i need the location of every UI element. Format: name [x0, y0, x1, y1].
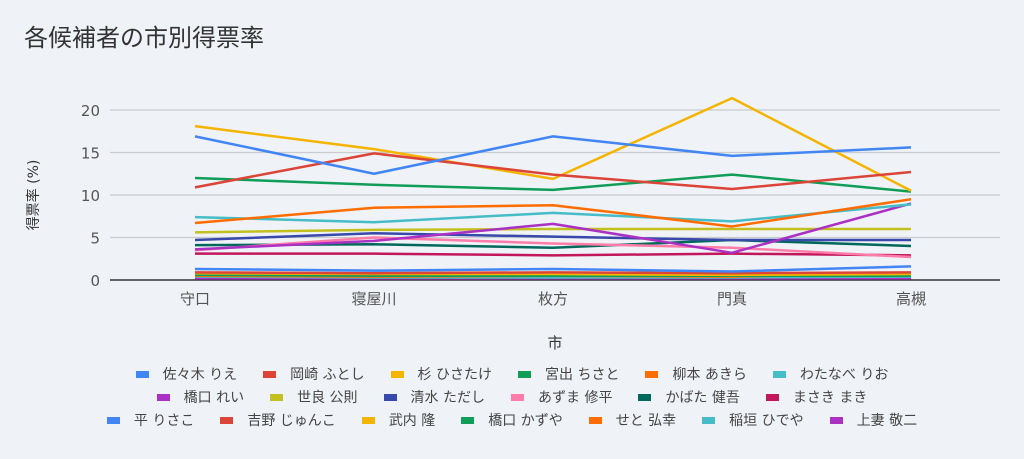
legend-label: 橋口 かずや — [488, 413, 563, 429]
legend-swatch — [511, 393, 524, 401]
x-tick-label: 枚方 — [538, 290, 568, 308]
legend-label: 岡崎 ふとし — [290, 367, 365, 383]
y-axis-label: 得票率 (%) — [25, 160, 42, 231]
legend-item[interactable]: 杉 ひさたけ — [390, 363, 492, 385]
legend-label: まさき まき — [792, 390, 868, 406]
legend-item[interactable]: あずま 修平 — [511, 386, 612, 408]
legend-swatch — [263, 370, 277, 378]
legend-label: 橋口 れい — [183, 390, 245, 406]
legend-label: 世良 公則 — [297, 390, 358, 406]
legend-label: 佐々木 りえ — [162, 367, 238, 383]
y-tick-label: 15 — [81, 145, 100, 163]
legend-row: 佐々木 りえ 岡崎 ふとし 杉 ひさたけ 宮出 ちさと 柳本 あきら わたなべ りお — [0, 363, 1024, 385]
legend-item[interactable]: 世良 公則 — [270, 386, 358, 408]
legend-label: わたなべ りお — [799, 367, 889, 383]
legend-item[interactable]: 佐々木 りえ — [135, 363, 238, 385]
series-line — [194, 203, 912, 224]
series-line — [194, 202, 912, 255]
legend-item[interactable]: 武内 隆 — [361, 409, 436, 431]
legend-label: 上妻 敬二 — [856, 413, 918, 429]
series-line — [194, 198, 912, 228]
legend-label: 宮出 ちさと — [545, 367, 620, 383]
legend-swatch — [383, 393, 397, 401]
series-line — [194, 236, 912, 259]
legend-swatch — [106, 416, 120, 424]
series-line — [194, 173, 912, 193]
legend-item[interactable]: わたなべ りお — [772, 363, 889, 385]
legend-label: 清水 ただし — [410, 390, 485, 406]
legend-swatch — [588, 416, 602, 424]
legend-swatch — [135, 370, 149, 378]
legend-swatch — [645, 370, 659, 378]
y-tick-label: 10 — [81, 187, 100, 205]
legend-item[interactable]: せと 弘幸 — [588, 409, 677, 431]
legend-item[interactable]: 橋口 かずや — [461, 409, 563, 431]
legend-swatch — [156, 393, 170, 401]
legend-swatch — [702, 416, 716, 424]
legend-label: かばた 健吾 — [665, 390, 740, 406]
legend-label: あずま 修平 — [538, 390, 613, 406]
series-line — [194, 152, 912, 191]
series-line — [194, 265, 912, 273]
legend-swatch — [220, 416, 234, 424]
x-axis-label: 市 — [547, 334, 562, 352]
legend-label: 武内 隆 — [388, 413, 436, 429]
series-line — [195, 252, 912, 257]
legend-swatch — [390, 370, 404, 378]
legend-label: 稲垣 ひでや — [729, 413, 804, 429]
legend-row: 平 りさこ 吉野 じゅんこ 武内 隆 橋口 かずや せと 弘幸 稲垣 ひでや 上妻 敬二 — [0, 409, 1024, 431]
legend-swatch — [829, 416, 843, 424]
series-line — [194, 232, 911, 242]
legend-swatch — [461, 416, 475, 424]
legend-label: 吉野 じゅんこ — [247, 413, 336, 429]
x-tick-label: 寝屋川 — [351, 290, 396, 308]
series-line — [194, 135, 912, 175]
legend-item[interactable]: 宮出 ちさと — [518, 363, 619, 385]
legend-item[interactable]: 稲垣 ひでや — [702, 409, 804, 431]
legend-swatch — [765, 393, 779, 401]
legend-label: 柳本 あきら — [672, 367, 747, 383]
legend-item[interactable]: 橋口 れい — [156, 386, 245, 408]
legend-item[interactable]: 岡崎 ふとし — [263, 363, 365, 385]
legend-item[interactable]: 上妻 敬二 — [829, 409, 918, 431]
series-line — [194, 271, 912, 275]
legend-label: せと 弘幸 — [615, 413, 677, 429]
legend-item[interactable]: まさき まき — [765, 386, 868, 408]
x-tick-label: 門真 — [717, 290, 747, 308]
legend-label: 杉 ひさたけ — [417, 367, 492, 383]
y-tick-label: 0 — [90, 272, 100, 290]
legend-item[interactable]: 清水 ただし — [383, 386, 485, 408]
y-tick-label: 5 — [90, 230, 100, 248]
chart-title: 各候補者の市別得票率 — [24, 24, 264, 52]
legend-swatch — [772, 370, 786, 378]
legend-item[interactable]: 柳本 あきら — [645, 363, 747, 385]
legend-swatch — [518, 370, 531, 378]
legend-item[interactable]: 吉野 じゅんこ — [220, 409, 336, 431]
x-tick-label: 高槻 — [896, 290, 926, 308]
legend-label: 平 りさこ — [133, 413, 195, 429]
legend-item[interactable]: 平 りさこ — [106, 409, 195, 431]
series-line — [194, 96, 912, 192]
legend-swatch — [638, 393, 652, 401]
legend-item[interactable]: かばた 健吾 — [638, 386, 740, 408]
series-line — [194, 227, 911, 234]
legend: 佐々木 りえ 岡崎 ふとし 杉 ひさたけ 宮出 ちさと 柳本 あきら わたなべ りお橋口 … — [0, 363, 1024, 432]
legend-swatch — [361, 416, 375, 424]
x-tick-label: 守口 — [180, 290, 210, 308]
legend-swatch — [270, 393, 284, 401]
legend-row: 橋口 れい 世良 公則 清水 ただし あずま 修平 かばた 健吾 まさき まき — [0, 386, 1024, 408]
y-tick-label: 20 — [81, 102, 100, 120]
